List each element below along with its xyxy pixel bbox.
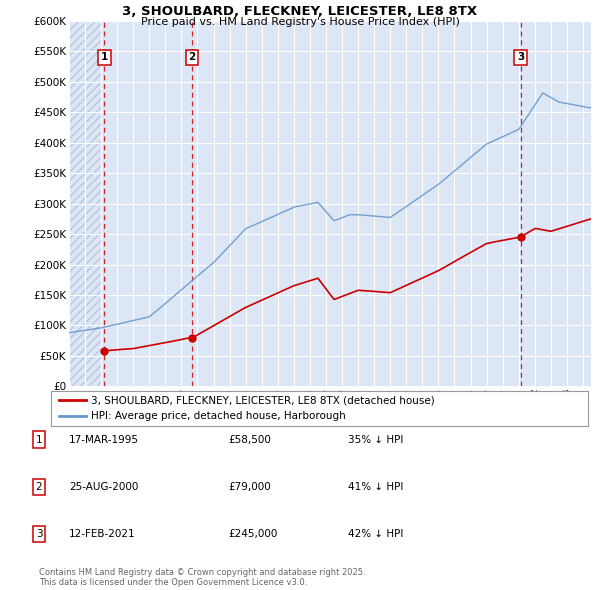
Bar bbox=[69, 21, 101, 386]
Text: 42% ↓ HPI: 42% ↓ HPI bbox=[348, 529, 403, 539]
Text: 41% ↓ HPI: 41% ↓ HPI bbox=[348, 482, 403, 491]
Text: 3, SHOULBARD, FLECKNEY, LEICESTER, LE8 8TX: 3, SHOULBARD, FLECKNEY, LEICESTER, LE8 8… bbox=[122, 5, 478, 18]
Text: £58,500: £58,500 bbox=[228, 435, 271, 444]
Text: 12-FEB-2021: 12-FEB-2021 bbox=[69, 529, 136, 539]
Text: HPI: Average price, detached house, Harborough: HPI: Average price, detached house, Harb… bbox=[91, 411, 346, 421]
Text: £245,000: £245,000 bbox=[228, 529, 277, 539]
Text: 3: 3 bbox=[517, 53, 524, 62]
Text: 1: 1 bbox=[101, 53, 108, 62]
Text: £79,000: £79,000 bbox=[228, 482, 271, 491]
Text: 35% ↓ HPI: 35% ↓ HPI bbox=[348, 435, 403, 444]
Text: 2: 2 bbox=[35, 482, 43, 491]
Text: 25-AUG-2000: 25-AUG-2000 bbox=[69, 482, 139, 491]
Bar bbox=[69, 21, 101, 386]
Text: 3, SHOULBARD, FLECKNEY, LEICESTER, LE8 8TX (detached house): 3, SHOULBARD, FLECKNEY, LEICESTER, LE8 8… bbox=[91, 395, 435, 405]
Text: 3: 3 bbox=[35, 529, 43, 539]
Text: 2: 2 bbox=[188, 53, 196, 62]
Text: 17-MAR-1995: 17-MAR-1995 bbox=[69, 435, 139, 444]
Text: Price paid vs. HM Land Registry's House Price Index (HPI): Price paid vs. HM Land Registry's House … bbox=[140, 17, 460, 27]
Text: Contains HM Land Registry data © Crown copyright and database right 2025.
This d: Contains HM Land Registry data © Crown c… bbox=[39, 568, 365, 587]
Text: 1: 1 bbox=[35, 435, 43, 444]
